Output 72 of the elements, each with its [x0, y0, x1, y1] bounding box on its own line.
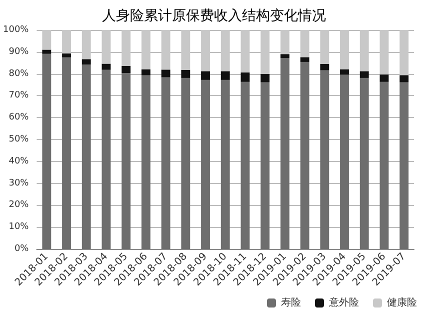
bar — [201, 80, 210, 249]
bar — [280, 30, 290, 54]
bar — [360, 71, 369, 78]
bar — [82, 30, 91, 60]
bar — [42, 54, 52, 249]
chart-title: 人身险累计原保费收入结构变化情况 — [102, 8, 326, 24]
y-tick-label: 80% — [8, 68, 30, 79]
y-tick-label: 100% — [2, 25, 30, 35]
bar — [161, 30, 170, 70]
bar — [220, 80, 230, 249]
bar — [122, 66, 131, 74]
bar — [300, 57, 310, 62]
bar — [400, 75, 409, 82]
bar — [360, 30, 369, 72]
bar — [260, 74, 270, 82]
bar — [400, 82, 409, 249]
bar — [62, 57, 71, 249]
bar — [161, 77, 170, 249]
bar — [320, 70, 330, 249]
bar — [102, 64, 111, 70]
bar — [62, 53, 71, 58]
bar — [380, 82, 389, 249]
bar — [122, 30, 131, 66]
y-tick-label: 0% — [14, 244, 30, 254]
bar — [340, 74, 349, 249]
bar — [280, 58, 290, 249]
bar — [240, 30, 250, 72]
bar — [181, 30, 190, 70]
bar — [141, 69, 150, 76]
bar — [181, 78, 190, 249]
bar — [260, 82, 270, 249]
bar — [280, 54, 290, 58]
bar — [122, 73, 131, 249]
bar — [220, 71, 230, 80]
bar — [102, 70, 111, 249]
y-tick-label: 70% — [8, 90, 30, 101]
bar — [42, 30, 52, 50]
y-tick-label: 40% — [8, 156, 30, 166]
bar — [320, 64, 330, 70]
bar — [360, 78, 369, 249]
bar — [201, 71, 210, 80]
bar — [201, 30, 210, 72]
bar — [62, 30, 71, 54]
legend-label: 寿险 — [281, 296, 301, 308]
bar — [300, 62, 310, 249]
y-tick-label: 30% — [8, 178, 30, 188]
bar — [380, 30, 389, 74]
bar — [141, 30, 150, 70]
y-tick-label: 10% — [8, 222, 30, 232]
bar — [240, 72, 250, 82]
bar — [340, 69, 349, 75]
y-tick-label: 60% — [8, 112, 30, 123]
bar — [300, 30, 310, 58]
bar — [320, 30, 330, 64]
y-tick-label: 20% — [8, 200, 30, 210]
bar — [141, 75, 150, 249]
legend-label: 健康险 — [387, 296, 417, 308]
bar — [340, 30, 349, 70]
bar — [240, 82, 250, 249]
legend-label: 意外险 — [328, 296, 359, 308]
bar — [181, 70, 190, 78]
bar — [220, 30, 230, 72]
bar — [82, 64, 91, 249]
bar — [82, 59, 91, 65]
y-tick-label: 90% — [8, 46, 30, 57]
y-tick-label: 50% — [8, 134, 30, 144]
bar — [42, 50, 52, 54]
bar — [161, 70, 170, 78]
bar — [102, 30, 111, 64]
bar — [380, 74, 389, 82]
bar — [400, 30, 409, 76]
bar — [260, 30, 270, 74]
